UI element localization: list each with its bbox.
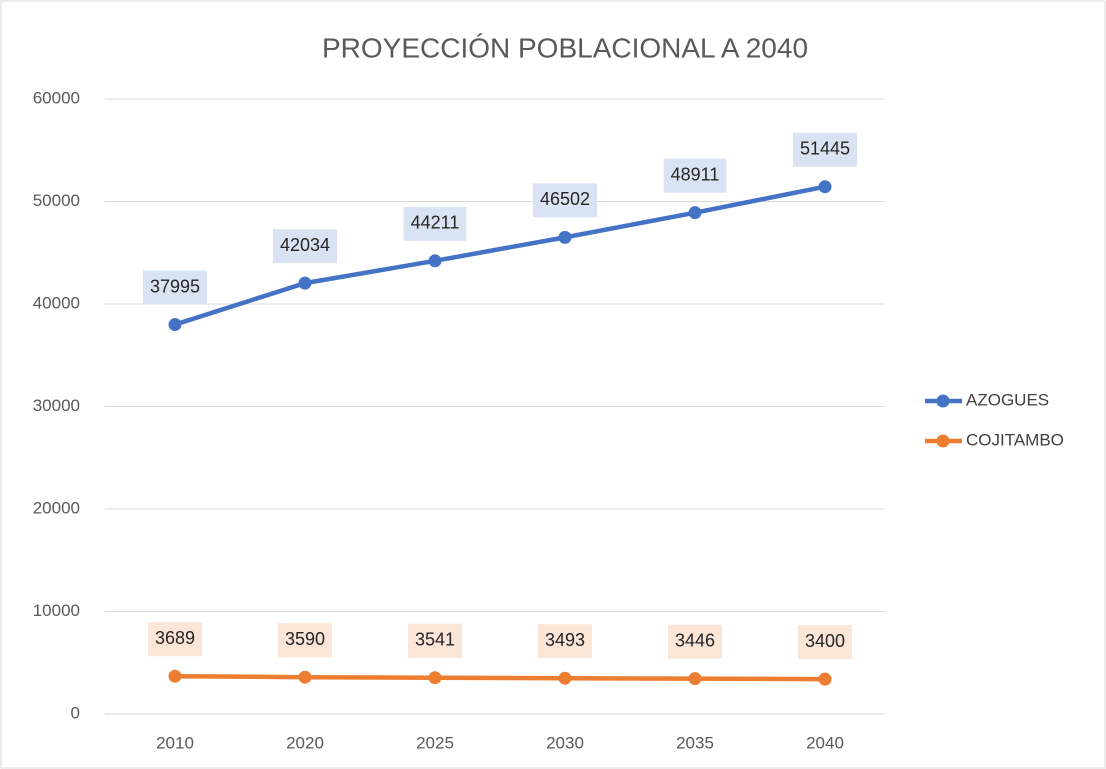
data-label: 44211 <box>411 213 460 233</box>
data-label-bg <box>277 623 333 658</box>
point-marker <box>558 230 572 244</box>
point-marker <box>428 254 442 268</box>
x-tick-label: 2035 <box>676 733 714 752</box>
data-label: 48911 <box>671 164 720 184</box>
point-marker <box>818 672 832 686</box>
y-tick-label: 0 <box>71 703 80 722</box>
data-label-bg <box>147 622 203 657</box>
legend-swatch-marker <box>936 434 950 448</box>
series-line <box>172 673 828 682</box>
data-label: 3541 <box>415 629 455 649</box>
data-label: 46502 <box>540 189 590 209</box>
data-label: 3446 <box>675 630 715 650</box>
data-label: 3590 <box>285 629 325 649</box>
data-label: 51445 <box>800 138 850 158</box>
data-label-group: 3590 <box>277 623 333 658</box>
data-label-bg <box>142 270 208 305</box>
point-marker <box>558 671 572 685</box>
data-label-group: 3689 <box>147 622 203 657</box>
data-label-group: 44211 <box>403 206 467 241</box>
data-label-bg <box>272 229 338 264</box>
data-label-group: 3493 <box>537 624 593 659</box>
point-marker <box>298 670 312 684</box>
chart-title: PROYECCIÓN POBLACIONAL A 2040 <box>322 32 808 63</box>
data-label-bg <box>537 624 593 659</box>
data-label-bg <box>403 206 467 241</box>
data-label: 37995 <box>150 276 200 296</box>
data-label: 3400 <box>805 631 845 651</box>
data-label: 3493 <box>545 630 585 650</box>
data-label-group: 37995 <box>142 270 208 305</box>
data-label-bg <box>407 623 463 658</box>
y-tick-label: 50000 <box>33 191 80 210</box>
y-tick-label: 60000 <box>33 88 80 107</box>
point-marker <box>168 318 182 332</box>
x-tick-label: 2010 <box>156 733 194 752</box>
y-tick-label: 40000 <box>33 293 80 312</box>
x-tick-label: 2020 <box>286 733 324 752</box>
data-label-group: 3541 <box>407 623 463 658</box>
data-label: 3689 <box>155 628 195 648</box>
data-label-group: 3400 <box>797 625 853 660</box>
y-tick-label: 10000 <box>33 601 80 620</box>
y-tick-label: 30000 <box>33 396 80 415</box>
data-label-bg <box>532 183 598 218</box>
x-tick-label: 2025 <box>416 733 454 752</box>
x-tick-label: 2030 <box>546 733 584 752</box>
data-label-group: 3446 <box>667 624 723 659</box>
legend-label: COJITAMBO <box>966 430 1064 449</box>
point-marker <box>688 672 702 686</box>
legend-swatch-marker <box>936 394 950 408</box>
data-label-group: 42034 <box>272 229 338 264</box>
x-tick-label: 2040 <box>806 733 844 752</box>
data-label-group: 51445 <box>792 132 858 167</box>
point-marker <box>818 180 832 194</box>
data-label-bg <box>797 625 853 660</box>
data-label-bg <box>663 158 727 193</box>
data-label-group: 48911 <box>663 158 727 193</box>
data-label-group: 46502 <box>532 183 598 218</box>
data-label-bg <box>792 132 858 167</box>
data-label: 42034 <box>280 235 330 255</box>
series-line <box>172 184 828 327</box>
y-tick-label: 20000 <box>33 498 80 517</box>
point-marker <box>428 671 442 685</box>
point-marker <box>688 206 702 220</box>
point-marker <box>298 276 312 290</box>
point-marker <box>168 669 182 683</box>
data-label-bg <box>667 624 723 659</box>
legend-label: AZOGUES <box>966 390 1049 409</box>
